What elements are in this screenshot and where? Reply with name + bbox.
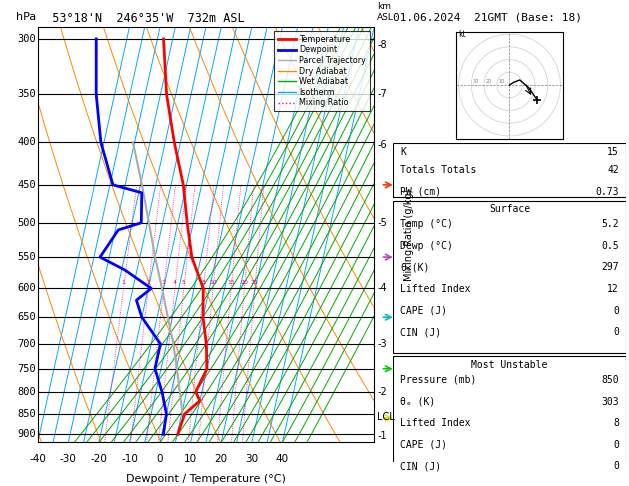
Text: 10: 10 — [184, 454, 198, 465]
Bar — [393, 201, 626, 353]
Text: 650: 650 — [18, 312, 36, 322]
Text: 303: 303 — [601, 397, 619, 406]
Text: 53°18'N  246°35'W  732m ASL: 53°18'N 246°35'W 732m ASL — [38, 12, 244, 25]
Text: kt: kt — [459, 30, 466, 39]
Text: -7: -7 — [377, 89, 387, 100]
Text: Dewp (°C): Dewp (°C) — [400, 241, 453, 251]
Text: -5: -5 — [377, 218, 387, 228]
Text: 550: 550 — [18, 252, 36, 262]
Text: -8: -8 — [377, 40, 387, 50]
Text: 350: 350 — [18, 89, 36, 100]
Text: 0: 0 — [613, 440, 619, 450]
Text: 800: 800 — [18, 387, 36, 397]
Text: 30: 30 — [245, 454, 259, 465]
Text: hPa: hPa — [16, 12, 36, 22]
Text: 400: 400 — [18, 138, 36, 147]
Text: 4: 4 — [173, 280, 177, 285]
Text: 750: 750 — [18, 364, 36, 374]
Legend: Temperature, Dewpoint, Parcel Trajectory, Dry Adiabat, Wet Adiabat, Isotherm, Mi: Temperature, Dewpoint, Parcel Trajectory… — [274, 31, 370, 111]
Text: Lifted Index: Lifted Index — [400, 284, 470, 294]
Text: 700: 700 — [18, 339, 36, 349]
Text: CAPE (J): CAPE (J) — [400, 440, 447, 450]
Text: CIN (J): CIN (J) — [400, 461, 441, 471]
Text: 0: 0 — [613, 461, 619, 471]
Text: 01.06.2024  21GMT (Base: 18): 01.06.2024 21GMT (Base: 18) — [393, 12, 582, 22]
Text: -6: -6 — [377, 140, 387, 150]
Text: -2: -2 — [377, 387, 387, 397]
Text: 450: 450 — [18, 180, 36, 190]
Text: 0.73: 0.73 — [596, 187, 619, 197]
Text: 0.5: 0.5 — [601, 241, 619, 251]
Text: PW (cm): PW (cm) — [400, 187, 441, 197]
Text: 0: 0 — [613, 306, 619, 315]
Text: -30: -30 — [60, 454, 77, 465]
Text: Mixing Ratio (g/kg): Mixing Ratio (g/kg) — [404, 189, 414, 280]
Text: 8: 8 — [613, 418, 619, 428]
Text: -40: -40 — [30, 454, 46, 465]
Text: 850: 850 — [18, 409, 36, 419]
Text: Temp (°C): Temp (°C) — [400, 219, 453, 229]
Text: CAPE (J): CAPE (J) — [400, 306, 447, 315]
Bar — [393, 356, 626, 486]
Text: 10: 10 — [209, 280, 217, 285]
Text: -3: -3 — [377, 339, 387, 349]
Text: 0: 0 — [157, 454, 164, 465]
Text: 30: 30 — [472, 79, 479, 84]
Text: 2: 2 — [147, 280, 150, 285]
Text: 0: 0 — [613, 327, 619, 337]
Bar — [393, 143, 626, 197]
Text: 20: 20 — [240, 280, 248, 285]
Text: 15: 15 — [227, 280, 235, 285]
Text: Dewpoint / Temperature (°C): Dewpoint / Temperature (°C) — [126, 474, 286, 484]
Text: 1: 1 — [121, 280, 126, 285]
Text: 15: 15 — [607, 147, 619, 156]
Text: -20: -20 — [91, 454, 108, 465]
Text: 600: 600 — [18, 283, 36, 294]
Text: 297: 297 — [601, 262, 619, 272]
Text: 10: 10 — [498, 79, 504, 84]
Text: 20: 20 — [486, 79, 491, 84]
Text: 20: 20 — [214, 454, 228, 465]
Text: 12: 12 — [607, 284, 619, 294]
Text: 900: 900 — [18, 429, 36, 439]
Text: -10: -10 — [121, 454, 138, 465]
Text: 300: 300 — [18, 34, 36, 44]
Text: 850: 850 — [601, 375, 619, 385]
Text: θₑ (K): θₑ (K) — [400, 397, 435, 406]
Text: 8: 8 — [201, 280, 206, 285]
Text: 5: 5 — [182, 280, 186, 285]
Text: Most Unstable: Most Unstable — [471, 360, 548, 370]
Text: -1: -1 — [377, 432, 387, 441]
Text: Lifted Index: Lifted Index — [400, 418, 470, 428]
Text: CIN (J): CIN (J) — [400, 327, 441, 337]
Text: 42: 42 — [607, 165, 619, 175]
Text: θₑ(K): θₑ(K) — [400, 262, 430, 272]
Text: 40: 40 — [276, 454, 289, 465]
Text: K: K — [400, 147, 406, 156]
Text: 3: 3 — [162, 280, 165, 285]
Text: 25: 25 — [251, 280, 259, 285]
Text: 500: 500 — [18, 218, 36, 228]
Text: Surface: Surface — [489, 204, 530, 214]
Text: 5.2: 5.2 — [601, 219, 619, 229]
Text: -4: -4 — [377, 283, 387, 294]
Text: km
ASL: km ASL — [377, 2, 394, 22]
Text: Pressure (mb): Pressure (mb) — [400, 375, 477, 385]
Text: LCL: LCL — [377, 412, 395, 422]
Text: Totals Totals: Totals Totals — [400, 165, 477, 175]
